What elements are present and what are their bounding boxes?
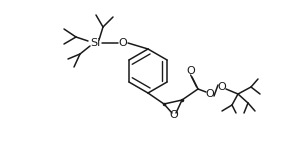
Text: O: O [187, 66, 195, 76]
Text: O: O [119, 38, 127, 48]
Text: Si: Si [90, 38, 100, 48]
Text: O: O [206, 89, 214, 99]
Text: O: O [170, 110, 178, 120]
Text: O: O [218, 82, 226, 92]
